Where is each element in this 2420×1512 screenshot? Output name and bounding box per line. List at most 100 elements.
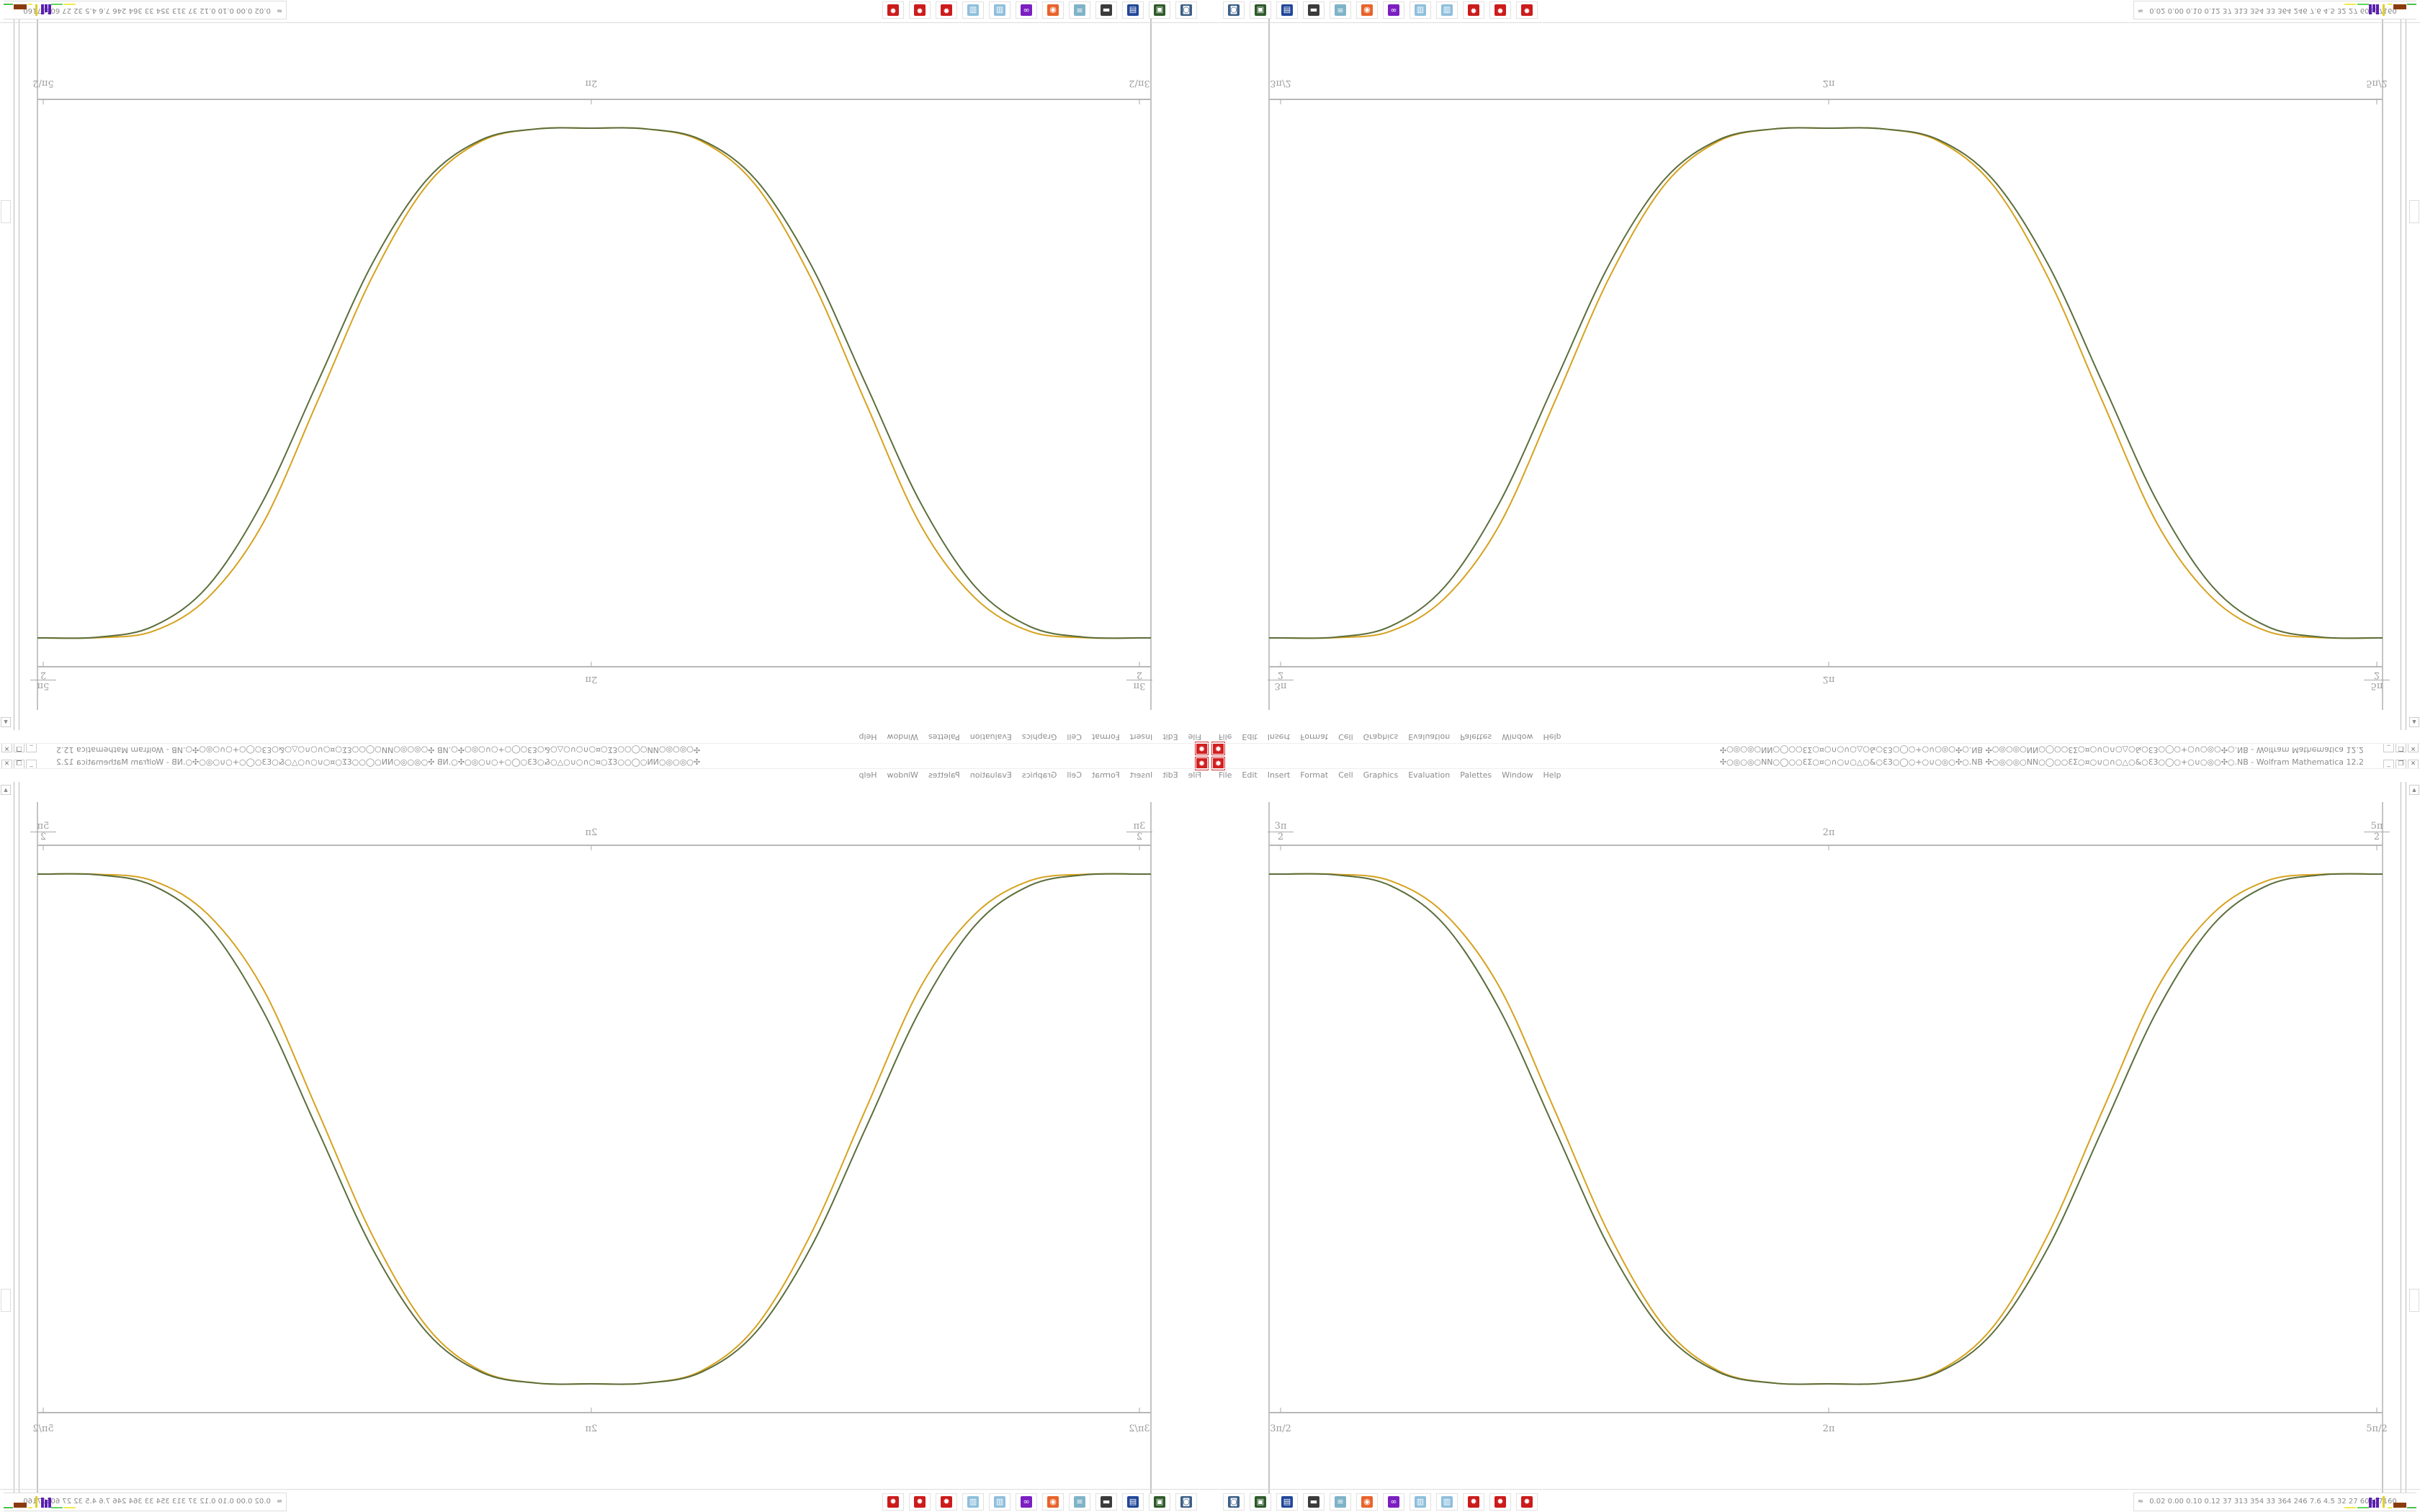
menu-cell[interactable]: Cell [1338,770,1353,780]
close-button[interactable]: ✕ [2408,760,2419,769]
taskbar-button[interactable]: ▥ [989,1,1010,19]
status-bar: ≈ 0.02 0.00 0.10 0.12 37 313 354 33 364 … [4,1493,287,1511]
x-tick-label: 3π 2 [1118,821,1161,842]
scrollbar-thumb[interactable] [2409,1289,2419,1312]
notes-icon: ≡ [1074,1496,1085,1508]
minimize-button[interactable]: _ [2383,760,2394,769]
x-tick-label: 3π/2 [1129,78,1150,89]
divider [1210,1489,2420,1490]
wolfram-icon: ✹ [1468,1496,1479,1508]
taskbar-button[interactable]: ▬ [1095,1493,1117,1511]
wolfram-icon: ✹ [941,4,952,16]
wolfram-icon: ✹ [1468,4,1479,16]
taskbar-button[interactable]: ≡ [1330,1493,1351,1511]
tick-denominator: 2 [1277,832,1284,842]
taskbar-button[interactable]: ▥ [1410,1,1431,19]
menu-graphics[interactable]: Graphics [1363,770,1399,780]
taskbar-button[interactable]: ▥ [962,1,984,19]
expand-chevron-icon[interactable]: ≈ [276,1498,283,1506]
floppy-icon: ▤ [1127,4,1139,16]
window-quadrant-bottom-left-mirrored: ✹ ✣○◎○◎○NN○◯○○ƐƩ○¤○∩○∪○△○&○Ɛ3○◯○+○∪○◎○✣○… [0,756,1210,1512]
taskbar-button[interactable]: ◙ [1223,1493,1245,1511]
taskbar-button[interactable]: ✹ [882,1,904,19]
notes-icon: ≡ [1335,4,1346,16]
purple-app-icon: ∞ [1388,4,1399,16]
taskbar-button[interactable]: ▣ [1149,1,1170,19]
taskbar-button[interactable]: ≡ [1330,1,1351,19]
taskbar-button[interactable]: ▬ [1095,1,1117,19]
taskbar-button[interactable]: ◙ [1175,1493,1197,1511]
taskbar-button[interactable]: ▤ [1122,1493,1144,1511]
taskbar-button[interactable]: ◙ [1175,1,1197,19]
taskbar-button[interactable]: ✹ [1489,1,1511,19]
purple-app-icon: ∞ [1021,1496,1032,1508]
taskbar-button[interactable]: ▤ [1122,1,1144,19]
taskbar-button[interactable]: ≡ [1069,1,1090,19]
taskbar-button[interactable]: ✹ [1463,1493,1484,1511]
taskbar-button[interactable]: ▤ [1276,1493,1298,1511]
document-icon-2: ▥ [967,1496,979,1508]
taskbar-button[interactable]: ✹ [936,1493,957,1511]
divider [1210,768,2420,769]
floppy-icon: ▤ [1127,1496,1139,1508]
taskbar-button[interactable]: ✹ [882,1493,904,1511]
series-line-2 [1269,873,2383,1385]
taskbar-button[interactable]: ◉ [1042,1493,1064,1511]
taskbar-button[interactable]: ∞ [1383,1493,1404,1511]
taskbar-button[interactable]: ▬ [1303,1493,1325,1511]
expand-chevron-icon[interactable]: ≈ [2137,6,2144,14]
taskbar-button[interactable]: ✹ [1489,1493,1511,1511]
wolfram-icon-2: ✹ [1494,1496,1506,1508]
firefox-icon: ◉ [1361,1496,1373,1508]
menu-evaluation[interactable]: Evaluation [1408,770,1451,780]
status-bar: ≈ 0.02 0.00 0.10 0.12 37 313 354 33 364 … [2133,1493,2416,1511]
taskbar-button[interactable]: ▥ [962,1493,984,1511]
green-device-icon: ▣ [1255,4,1266,16]
taskbar-button[interactable]: ▥ [1410,1493,1431,1511]
taskbar-button[interactable]: ≡ [1069,1493,1090,1511]
taskbar-button[interactable]: ∞ [1016,1493,1037,1511]
taskbar-button[interactable]: ✹ [909,1,931,19]
menu-edit[interactable]: Edit [1242,770,1258,780]
menu-palettes[interactable]: Palettes [1460,770,1492,780]
floppy-icon: ▤ [1281,4,1293,16]
series-line-1 [1269,127,2383,639]
floppy-icon: ▤ [1281,1496,1293,1508]
scroll-up-button[interactable]: ▲ [2409,785,2419,795]
taskbar-button[interactable]: ▣ [1250,1,1271,19]
tick-denominator: 2 [1136,832,1143,842]
menu-insert[interactable]: Insert [1267,770,1291,780]
expand-chevron-icon[interactable]: ≈ [276,6,283,14]
document-icon-2: ▥ [1441,4,1453,16]
taskbar-button[interactable]: ▤ [1276,1,1298,19]
taskbar-button[interactable]: ∞ [1383,1,1404,19]
taskbar-button[interactable]: ▣ [1250,1493,1271,1511]
taskbar-button[interactable]: ◙ [1223,1,1245,19]
taskbar-button[interactable]: ▣ [1149,1493,1170,1511]
taskbar-button[interactable]: ✹ [1516,1,1538,19]
taskbar-button[interactable]: ✹ [1463,1,1484,19]
taskbar-button[interactable]: ◉ [1042,1,1064,19]
taskbar-button[interactable]: ▬ [1303,1,1325,19]
menu-format[interactable]: Format [1300,770,1329,780]
taskbar-button[interactable]: ✹ [909,1493,931,1511]
taskbar-button[interactable]: ◉ [1356,1,1378,19]
series-line-2 [1269,127,2383,639]
wolfram-icon[interactable]: ✹ [1212,757,1224,770]
menu-help[interactable]: Help [1543,770,1561,780]
taskbar-button[interactable]: ▥ [1436,1493,1458,1511]
window-quadrant-top-right-mirrored: ✹ ✣○◎○◎○NN○◯○○ƐƩ○¤○∩○∪○△○&○Ɛ3○◯○+○∪○◎○✣○… [1210,0,2420,756]
taskbar-button[interactable]: ▥ [1436,1,1458,19]
taskbar-button[interactable]: ▥ [989,1493,1010,1511]
tick-numerator: 3π [1268,822,1294,832]
expand-chevron-icon[interactable]: ≈ [2137,1498,2144,1506]
taskbar-button[interactable]: ✹ [1516,1493,1538,1511]
taskbar-button[interactable]: ✹ [936,1,957,19]
x-tick-label: 5π 2 [22,670,65,691]
taskbar-button[interactable]: ◉ [1356,1493,1378,1511]
taskbar-button[interactable]: ∞ [1016,1,1037,19]
menu-window[interactable]: Window [1502,770,1533,780]
menu-file[interactable]: File [1219,770,1232,780]
tick-denominator: 2 [1136,670,1143,680]
status-bar: ≈ 0.02 0.00 0.10 0.12 37 313 354 33 364 … [4,1,287,19]
